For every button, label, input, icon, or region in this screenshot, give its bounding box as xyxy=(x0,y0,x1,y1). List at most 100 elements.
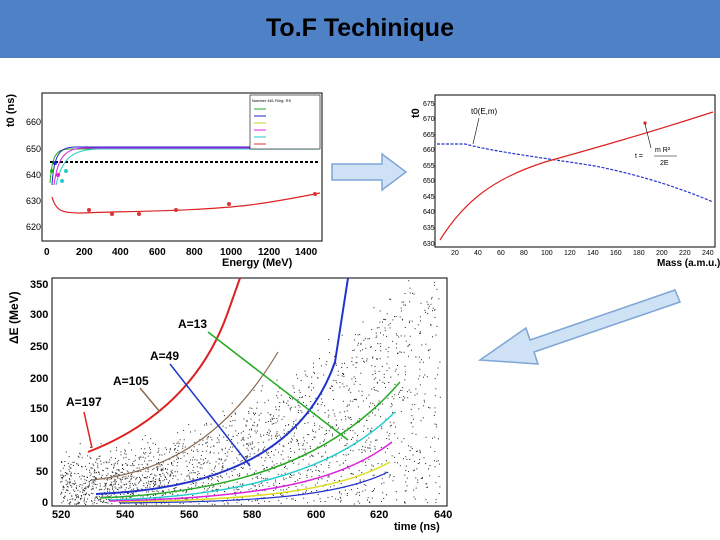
scatter-point xyxy=(95,487,97,489)
scatter-point xyxy=(295,426,297,428)
scatter-point xyxy=(164,493,166,495)
scatter-point xyxy=(258,502,260,504)
scatter-point xyxy=(371,329,373,330)
scatter-point xyxy=(110,483,111,485)
scatter-point xyxy=(158,480,160,482)
scatter-point xyxy=(351,357,353,359)
scatter-point xyxy=(393,476,395,477)
scatter-point xyxy=(304,448,306,450)
scatter-point xyxy=(206,462,208,464)
scatter-point xyxy=(155,503,157,505)
scatter-point xyxy=(304,423,306,424)
scatter-point xyxy=(276,463,278,465)
scatter-point xyxy=(154,474,156,476)
scatter-point xyxy=(128,458,130,460)
scatter-point xyxy=(417,378,419,380)
scatter-point xyxy=(154,482,156,484)
scatter-point xyxy=(62,500,64,502)
scatter-point xyxy=(196,497,198,499)
scatter-point xyxy=(411,448,413,449)
scatter-point xyxy=(142,439,143,441)
scatter-point xyxy=(246,455,248,457)
scatter-point xyxy=(427,486,429,488)
scatter-point xyxy=(328,430,330,432)
scatter-point xyxy=(105,487,107,489)
scatter-point xyxy=(390,376,392,378)
scatter-point xyxy=(65,451,67,453)
scatter-point xyxy=(83,476,85,478)
scatter-point xyxy=(365,461,366,463)
scatter-point xyxy=(383,497,385,499)
scatter-point xyxy=(329,462,331,464)
scatter-point xyxy=(105,483,107,485)
scatter-point xyxy=(368,406,370,408)
x-tick: 60 xyxy=(497,250,505,257)
scatter-point xyxy=(297,399,299,401)
scatter-point xyxy=(92,463,94,465)
scatter-point xyxy=(343,411,345,413)
scatter-point xyxy=(236,457,238,459)
scatter-point xyxy=(392,480,394,482)
scatter-point xyxy=(321,456,322,458)
scatter-point xyxy=(264,402,266,404)
scatter-point xyxy=(391,455,393,457)
scatter-point xyxy=(293,391,295,393)
scatter-point xyxy=(397,374,399,376)
scatter-point xyxy=(226,455,228,457)
scatter-point xyxy=(411,404,413,406)
scatter-point xyxy=(187,474,189,476)
scatter-point xyxy=(281,494,283,496)
scatter-point xyxy=(265,422,267,423)
scatter-point xyxy=(290,409,291,411)
scatter-point xyxy=(171,462,172,463)
scatter-point xyxy=(85,486,87,488)
scatter-point xyxy=(339,491,341,493)
scatter-point xyxy=(160,474,161,476)
scatter-point xyxy=(299,406,301,408)
scatter-point xyxy=(389,433,391,435)
scatter-point xyxy=(415,356,417,358)
scatter-point xyxy=(120,485,122,487)
scatter-point xyxy=(426,376,428,378)
scatter-point xyxy=(247,449,249,451)
scatter-point xyxy=(388,382,390,383)
scatter-point xyxy=(368,338,370,340)
scatter-point xyxy=(364,450,366,452)
scatter-point xyxy=(113,493,115,495)
curve-t0-em xyxy=(437,143,714,203)
scatter-point xyxy=(107,468,109,470)
scatter-point xyxy=(170,474,172,476)
scatter-point xyxy=(71,498,73,500)
scatter-point xyxy=(222,465,224,467)
scatter-point xyxy=(116,473,118,475)
scatter-point xyxy=(357,406,359,408)
scatter-point xyxy=(112,490,114,492)
y-tick: 620 xyxy=(26,222,41,232)
scatter-point xyxy=(347,465,348,467)
y-axis-label: t0 xyxy=(410,108,422,118)
scatter-point xyxy=(64,461,66,462)
scatter-point xyxy=(239,474,241,476)
scatter-point xyxy=(96,472,97,474)
scatter-point xyxy=(192,478,194,480)
scatter-point xyxy=(275,486,277,487)
scatter-point xyxy=(258,448,260,450)
scatter-point xyxy=(419,368,421,370)
scatter-point xyxy=(149,453,151,455)
scatter-point xyxy=(361,358,363,359)
curve-a197 xyxy=(87,277,241,453)
scatter-point xyxy=(310,469,312,471)
scatter-point xyxy=(221,449,223,451)
scatter-point xyxy=(317,403,319,405)
scatter-point xyxy=(346,494,348,496)
scatter-point xyxy=(419,449,421,451)
scatter-point xyxy=(214,494,215,496)
scatter-point xyxy=(62,477,63,478)
scatter-point xyxy=(414,469,415,471)
scatter-point xyxy=(69,492,71,494)
scatter-point xyxy=(153,490,155,492)
scatter-point xyxy=(107,490,108,492)
scatter-point xyxy=(357,500,359,502)
scatter-point xyxy=(177,457,179,459)
scatter-point xyxy=(372,374,374,376)
